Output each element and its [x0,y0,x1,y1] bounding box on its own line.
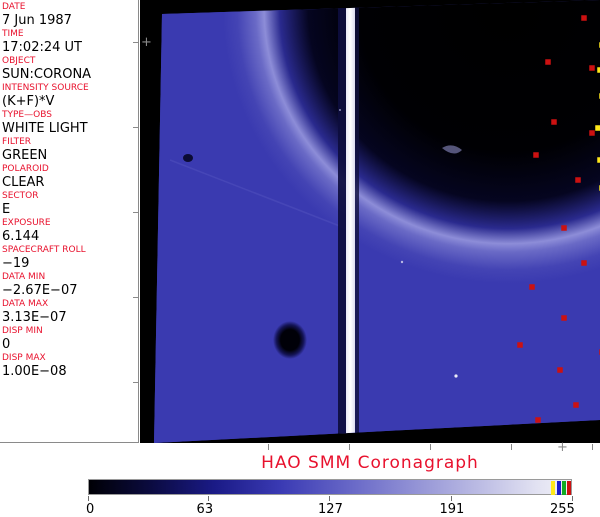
metadata-value: 0 [2,337,11,352]
metadata-panel: DATE 7 Jun 1987 TIME 17:02:24 UT OBJECT SUN:C… [0,0,139,443]
axis-origin-marker-bottom: + [557,440,568,455]
metadata-value: −2.67E−07 [2,283,78,298]
colorbar-reserved-band [551,481,556,495]
star-marker-yellow [597,157,600,163]
metadata-label: DISP MIN [2,326,43,336]
metadata-value: E [2,202,11,217]
axis-tick-left [133,42,139,43]
colorbar-reserved-band [567,481,572,495]
metadata-value: 7 Jun 1987 [2,13,72,28]
metadata-list: DATE 7 Jun 1987 TIME 17:02:24 UT OBJECT SUN:C… [2,2,138,379]
star-marker-red [589,65,595,71]
colorbar-tick [451,496,452,501]
metadata-label: EXPOSURE [2,218,51,228]
star-marker-red [561,315,567,321]
metadata-item: DATA MAX 3.13E−07 [2,299,138,325]
star-marker-red [575,177,581,183]
plot-title: HAO SMM Coronagraph [261,453,479,473]
metadata-item: POLAROID CLEAR [2,164,138,190]
metadata-value: (K+F)*V [2,94,55,109]
metadata-item: DATE 7 Jun 1987 [2,2,138,28]
metadata-value: 6.144 [2,229,40,244]
colorbar-tick [88,496,89,501]
star-marker-red [545,59,551,65]
metadata-value: WHITE LIGHT [2,121,88,136]
metadata-item: DISP MIN 0 [2,326,138,352]
star-marker-red [589,130,595,136]
axis-tick-bottom [430,444,431,450]
metadata-item: OBJECT SUN:CORONA [2,56,138,82]
metadata-item: TIME 17:02:24 UT [2,29,138,55]
metadata-item: FILTER GREEN [2,137,138,163]
colorbar-tick-label: 127 [318,502,343,517]
axis-tick-bottom [592,444,593,450]
metadata-label: TYPE—OBS [2,110,52,120]
metadata-item: TYPE—OBS WHITE LIGHT [2,110,138,136]
star-marker-yellow [597,67,600,73]
colorbar: 0 63 127 191 255 [86,479,575,517]
metadata-value: CLEAR [2,175,45,190]
metadata-item: DISP MAX 1.00E−08 [2,353,138,379]
star-marker-red [581,15,587,21]
colorbar-reserved-band [556,481,561,495]
metadata-item: DATA MIN −2.67E−07 [2,272,138,298]
star-marker-red [573,402,579,408]
metadata-label: INTENSITY SOURCE [2,83,89,93]
metadata-label: FILTER [2,137,32,147]
colorbar-gradient [88,479,572,495]
colorbar-reserved-band [561,481,566,495]
colorbar-tick [208,496,209,501]
star-marker-red [533,152,539,158]
metadata-label: SPACECRAFT ROLL [2,245,86,255]
metadata-label: SECTOR [2,191,39,201]
metadata-value: 3.13E−07 [2,310,67,325]
metadata-item: EXPOSURE 6.144 [2,218,138,244]
star-marker-red [557,367,563,373]
axis-tick-left [133,297,139,298]
star-marker-yellow [595,125,600,131]
star-marker-red [551,119,557,125]
axis-origin-marker-left: + [141,35,152,50]
metadata-item: INTENSITY SOURCE (K+F)*V [2,83,138,109]
axis-tick-left [133,382,139,383]
star-marker-red [561,225,567,231]
metadata-label: DATA MAX [2,299,49,309]
colorbar-tick-label: 255 [550,502,575,517]
metadata-label: DISP MAX [2,353,46,363]
metadata-value: 17:02:24 UT [2,40,82,55]
coronagraph-image [140,0,600,443]
axis-tick-left [133,127,139,128]
metadata-value: 1.00E−08 [2,364,67,379]
metadata-label: TIME [2,29,24,39]
colorbar-tick-label: 63 [196,502,214,517]
red-star-markers [517,15,600,423]
metadata-item: SPACECRAFT ROLL −19 [2,245,138,271]
metadata-item: SECTOR E [2,191,138,217]
metadata-value: SUN:CORONA [2,67,92,82]
metadata-label: DATA MIN [2,272,46,282]
colorbar-tick-label: 0 [86,502,95,517]
star-marker-red [517,342,523,348]
metadata-value: GREEN [2,148,48,163]
metadata-label: POLAROID [2,164,49,174]
metadata-label: OBJECT [2,56,36,66]
colorbar-tick [329,496,330,501]
star-marker-red [581,260,587,266]
axis-tick-bottom [511,444,512,450]
metadata-value: −19 [2,256,30,271]
colorbar-tick-label: 191 [439,502,465,517]
axis-tick-left [133,212,139,213]
axis-tick-bottom [268,444,269,450]
metadata-label: DATE [2,2,26,12]
axis-tick-bottom [349,444,350,450]
colorbar-tick [572,496,573,501]
star-marker-red [535,417,541,423]
star-marker-red [529,284,535,290]
corona-image-canvas [140,0,600,443]
